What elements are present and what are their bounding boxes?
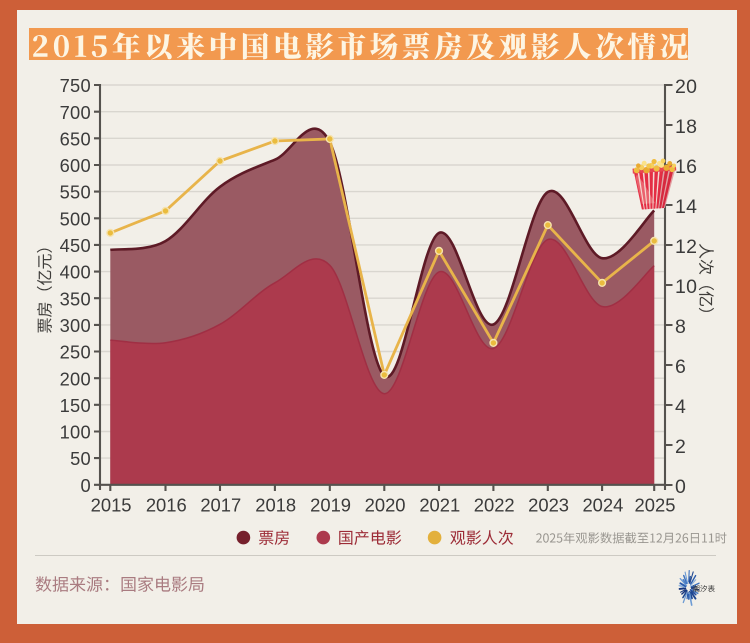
svg-text:2021: 2021	[419, 494, 460, 515]
svg-text:700: 700	[60, 102, 91, 123]
svg-text:500: 500	[60, 208, 91, 229]
svg-text:350: 350	[60, 288, 91, 309]
svg-text:400: 400	[60, 262, 91, 283]
svg-text:250: 250	[60, 342, 91, 363]
svg-text:0: 0	[81, 475, 91, 496]
svg-text:8: 8	[675, 316, 686, 338]
svg-text:550: 550	[60, 182, 91, 203]
svg-text:2015: 2015	[91, 494, 132, 515]
svg-text:20: 20	[675, 76, 697, 98]
svg-text:2022: 2022	[474, 494, 515, 515]
svg-text:2016: 2016	[146, 494, 187, 515]
svg-text:4: 4	[675, 396, 686, 418]
svg-text:2017: 2017	[200, 494, 241, 515]
svg-text:300: 300	[60, 315, 91, 336]
svg-text:2: 2	[675, 436, 686, 458]
svg-text:2018: 2018	[255, 494, 296, 515]
svg-text:18: 18	[675, 116, 697, 138]
svg-text:2024: 2024	[582, 494, 623, 515]
svg-text:2019: 2019	[310, 494, 351, 515]
svg-text:2023: 2023	[528, 494, 569, 515]
svg-text:2025: 2025	[635, 494, 676, 515]
svg-text:16: 16	[675, 156, 697, 178]
svg-text:50: 50	[70, 448, 91, 469]
svg-text:150: 150	[60, 395, 91, 416]
svg-text:450: 450	[60, 235, 91, 256]
svg-text:10: 10	[675, 276, 697, 298]
svg-text:2020: 2020	[365, 494, 406, 515]
svg-text:12: 12	[675, 236, 697, 258]
svg-text:6: 6	[675, 356, 686, 378]
svg-text:600: 600	[60, 155, 91, 176]
svg-text:200: 200	[60, 368, 91, 389]
svg-text:650: 650	[60, 128, 91, 149]
svg-text:14: 14	[675, 196, 697, 218]
svg-text:0: 0	[675, 476, 686, 498]
svg-text:100: 100	[60, 422, 91, 443]
svg-text:750: 750	[60, 75, 91, 96]
